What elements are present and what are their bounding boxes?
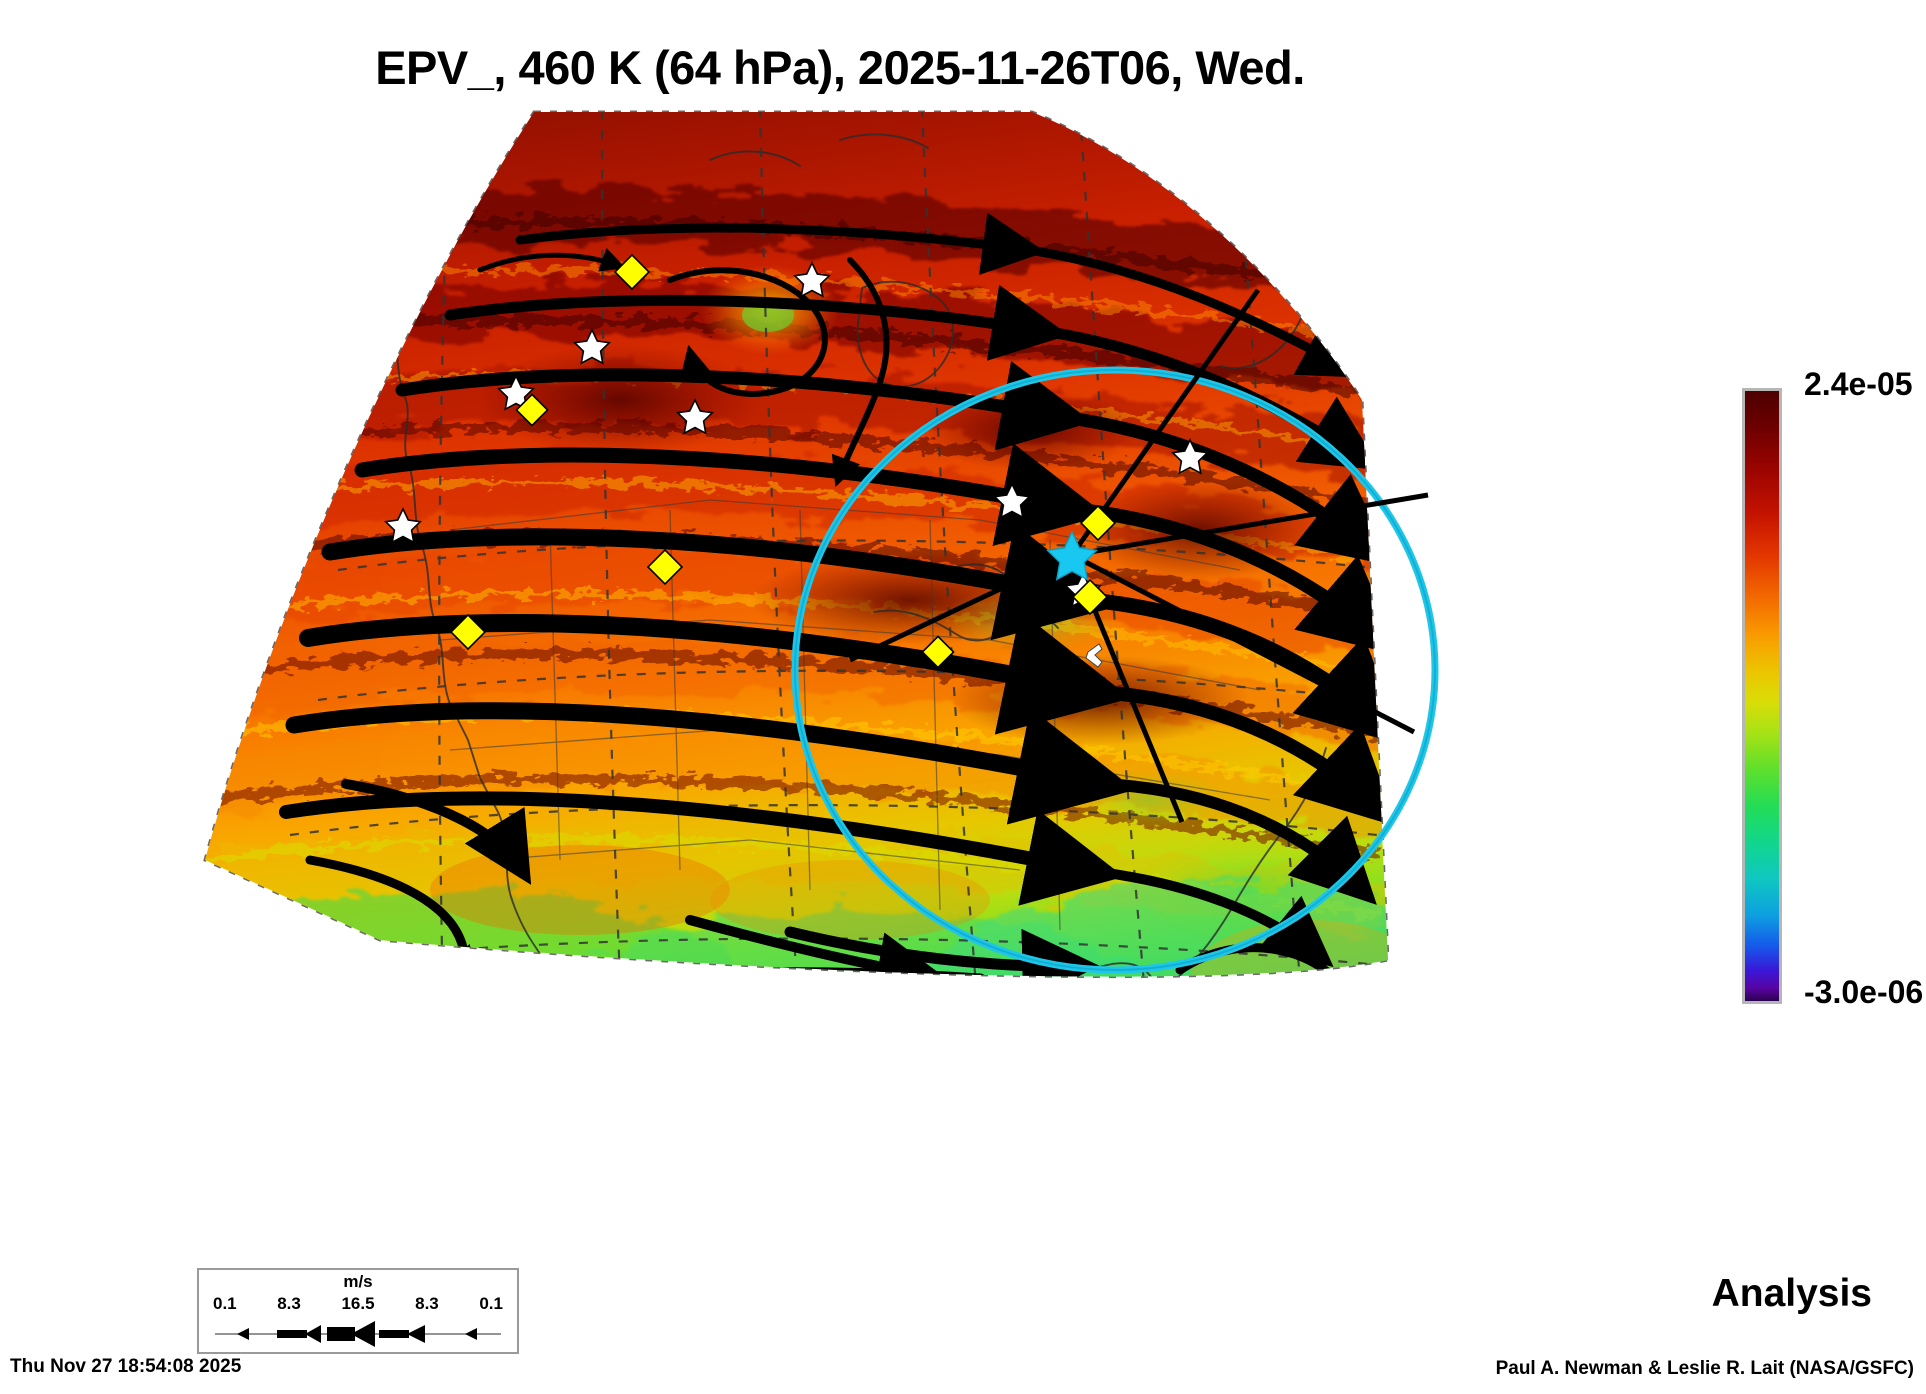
generation-timestamp: Thu Nov 27 18:54:08 2025 bbox=[10, 1356, 242, 1377]
colorbar-gradient bbox=[1742, 388, 1782, 1004]
aircraft-icon bbox=[1085, 643, 1103, 668]
page-title: EPV_, 460 K (64 hPa), 2025-11-26T06, Wed… bbox=[375, 41, 1305, 94]
wind-legend-unit: m/s bbox=[343, 1272, 373, 1291]
colorbar: 2.4e-05 -3.0e-06 bbox=[1742, 366, 1923, 1010]
colorbar-min-label: -3.0e-06 bbox=[1804, 974, 1924, 1010]
wind-tick-4: 0.1 bbox=[479, 1294, 503, 1313]
epv-map bbox=[203, 110, 1439, 979]
wind-legend-ticks: 0.1 8.3 16.5 8.3 0.1 bbox=[199, 1294, 517, 1314]
wind-speed-legend: m/s 0.1 8.3 16.5 8.3 0.1 bbox=[197, 1268, 519, 1354]
map-plot-area bbox=[150, 100, 1580, 1260]
author-credit: Paul A. Newman & Leslie R. Lait (NASA/GS… bbox=[1495, 1358, 1914, 1379]
wind-tick-0: 0.1 bbox=[213, 1294, 237, 1313]
wind-tick-1: 8.3 bbox=[277, 1294, 301, 1313]
colorbar-max-label: 2.4e-05 bbox=[1804, 366, 1913, 402]
analysis-label: Analysis bbox=[1711, 1272, 1872, 1315]
wind-tick-3: 8.3 bbox=[415, 1294, 439, 1313]
center-marker bbox=[1045, 530, 1099, 581]
wind-legend-arrows bbox=[215, 1321, 501, 1347]
site-markers bbox=[449, 253, 1117, 669]
wind-tick-2: 16.5 bbox=[341, 1294, 375, 1313]
range-circle bbox=[791, 366, 1439, 974]
